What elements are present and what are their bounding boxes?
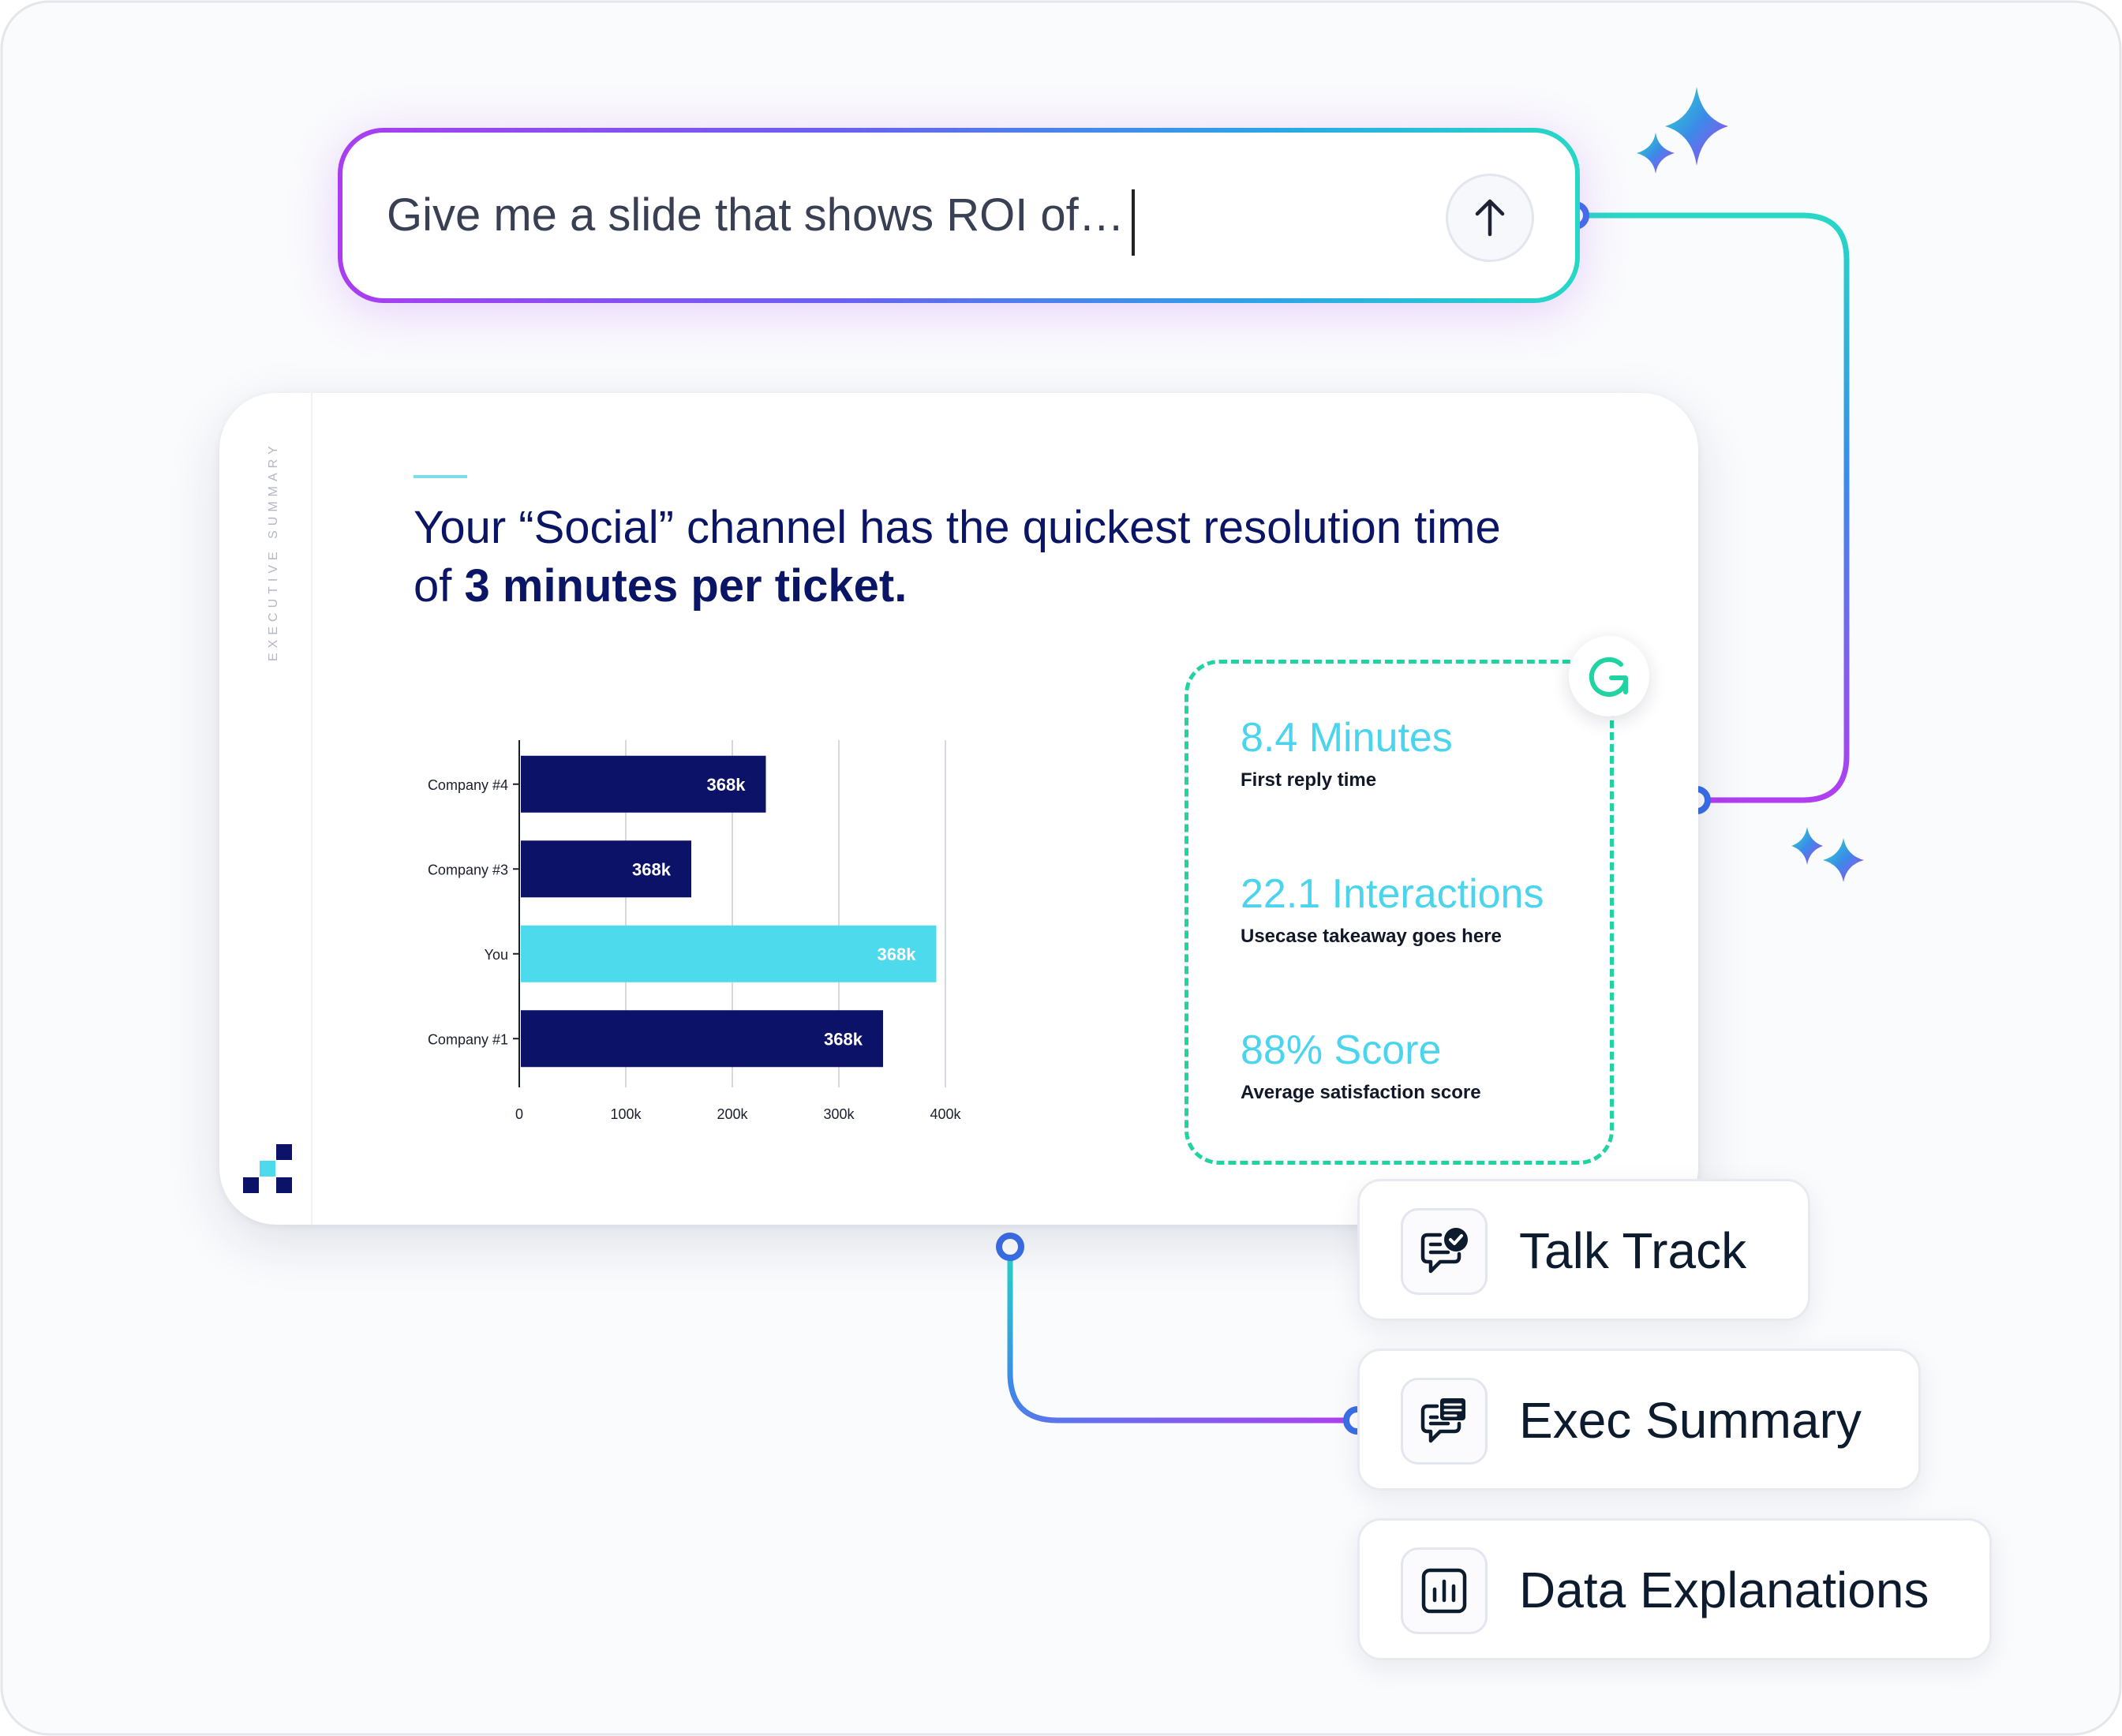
bar — [521, 925, 937, 982]
bar — [521, 1010, 883, 1068]
x-tick-label: 100k — [610, 1106, 642, 1122]
refresh-icon — [1589, 657, 1628, 697]
y-tick-label: Company #4 — [428, 777, 508, 793]
exec-summary-label: Exec Summary — [1519, 1392, 1862, 1449]
stat-first-reply: 8.4 Minutes First reply time — [1241, 714, 1453, 791]
slide-headline: Your “Social” channel has the quickest r… — [414, 499, 1534, 615]
data-explanations-label: Data Explanations — [1519, 1562, 1929, 1618]
x-tick-label: 300k — [823, 1106, 855, 1122]
stat-value: 88% Score — [1241, 1027, 1442, 1073]
stats-panel[interactable]: 8.4 Minutes First reply time 22.1 Intera… — [1185, 660, 1614, 1165]
x-tick-label: 200k — [717, 1106, 748, 1122]
slide-side-label: EXECUTIVE SUMMARY — [267, 441, 280, 661]
headline-highlight: 3 minutes per ticket. — [464, 560, 908, 612]
stat-satisfaction: 88% Score Average satisfaction score — [1241, 1027, 1481, 1104]
bar — [521, 755, 766, 813]
stat-label: Average satisfaction score — [1241, 1082, 1481, 1103]
sparkle-icon — [1637, 133, 1675, 174]
talk-track-card[interactable]: Talk Track — [1357, 1179, 1810, 1321]
sparkle-icon — [1665, 87, 1728, 166]
sparkle-icon — [1823, 838, 1864, 882]
data-explanations-card[interactable]: Data Explanations — [1357, 1518, 1992, 1660]
data-label: 368k — [878, 945, 917, 964]
data-label: 368k — [707, 775, 747, 795]
prompt-bar[interactable]: Give me a slide that shows ROI of… — [338, 128, 1580, 303]
y-tick-label: Company #3 — [428, 862, 508, 877]
exec-summary-card[interactable]: Exec Summary — [1357, 1349, 1921, 1491]
slide-divider — [311, 393, 312, 1225]
stat-label: First reply time — [1241, 769, 1377, 791]
chat-check-icon — [1401, 1208, 1488, 1295]
y-tick-label: Company #1 — [428, 1031, 508, 1047]
prompt-text[interactable]: Give me a slide that shows ROI of… — [387, 189, 1125, 241]
stat-value: 8.4 Minutes — [1241, 715, 1453, 761]
send-button[interactable] — [1446, 174, 1534, 262]
bar-chart: 0 100k 200k 300k 400k Company #4 368k Company #… — [428, 740, 962, 1122]
talk-track-label: Talk Track — [1519, 1222, 1747, 1279]
bar — [521, 840, 691, 898]
brand-logo — [243, 1144, 292, 1193]
headline-accent — [414, 475, 467, 478]
arrow-up-icon — [1475, 199, 1505, 237]
x-tick-label: 0 — [515, 1106, 523, 1122]
headline-text: Your “Social” channel has the quickest r… — [414, 502, 1501, 612]
regenerate-button[interactable] — [1569, 636, 1649, 716]
data-label: 368k — [632, 859, 672, 879]
stat-interactions: 22.1 Interactions Usecase takeaway goes … — [1241, 870, 1544, 948]
stat-value: 22.1 Interactions — [1241, 871, 1544, 917]
chat-document-icon — [1401, 1378, 1488, 1465]
y-tick-label: You — [485, 947, 508, 963]
text-caret — [1132, 189, 1135, 256]
bar-chart-icon — [1401, 1547, 1488, 1634]
connector-node — [996, 1233, 1024, 1261]
sparkle-icon — [1791, 827, 1823, 865]
x-tick-label: 400k — [930, 1106, 961, 1122]
prompt-input[interactable]: Give me a slide that shows ROI of… — [342, 133, 1575, 298]
stat-label: Usecase takeaway goes here — [1241, 926, 1502, 947]
data-label: 368k — [824, 1029, 863, 1049]
